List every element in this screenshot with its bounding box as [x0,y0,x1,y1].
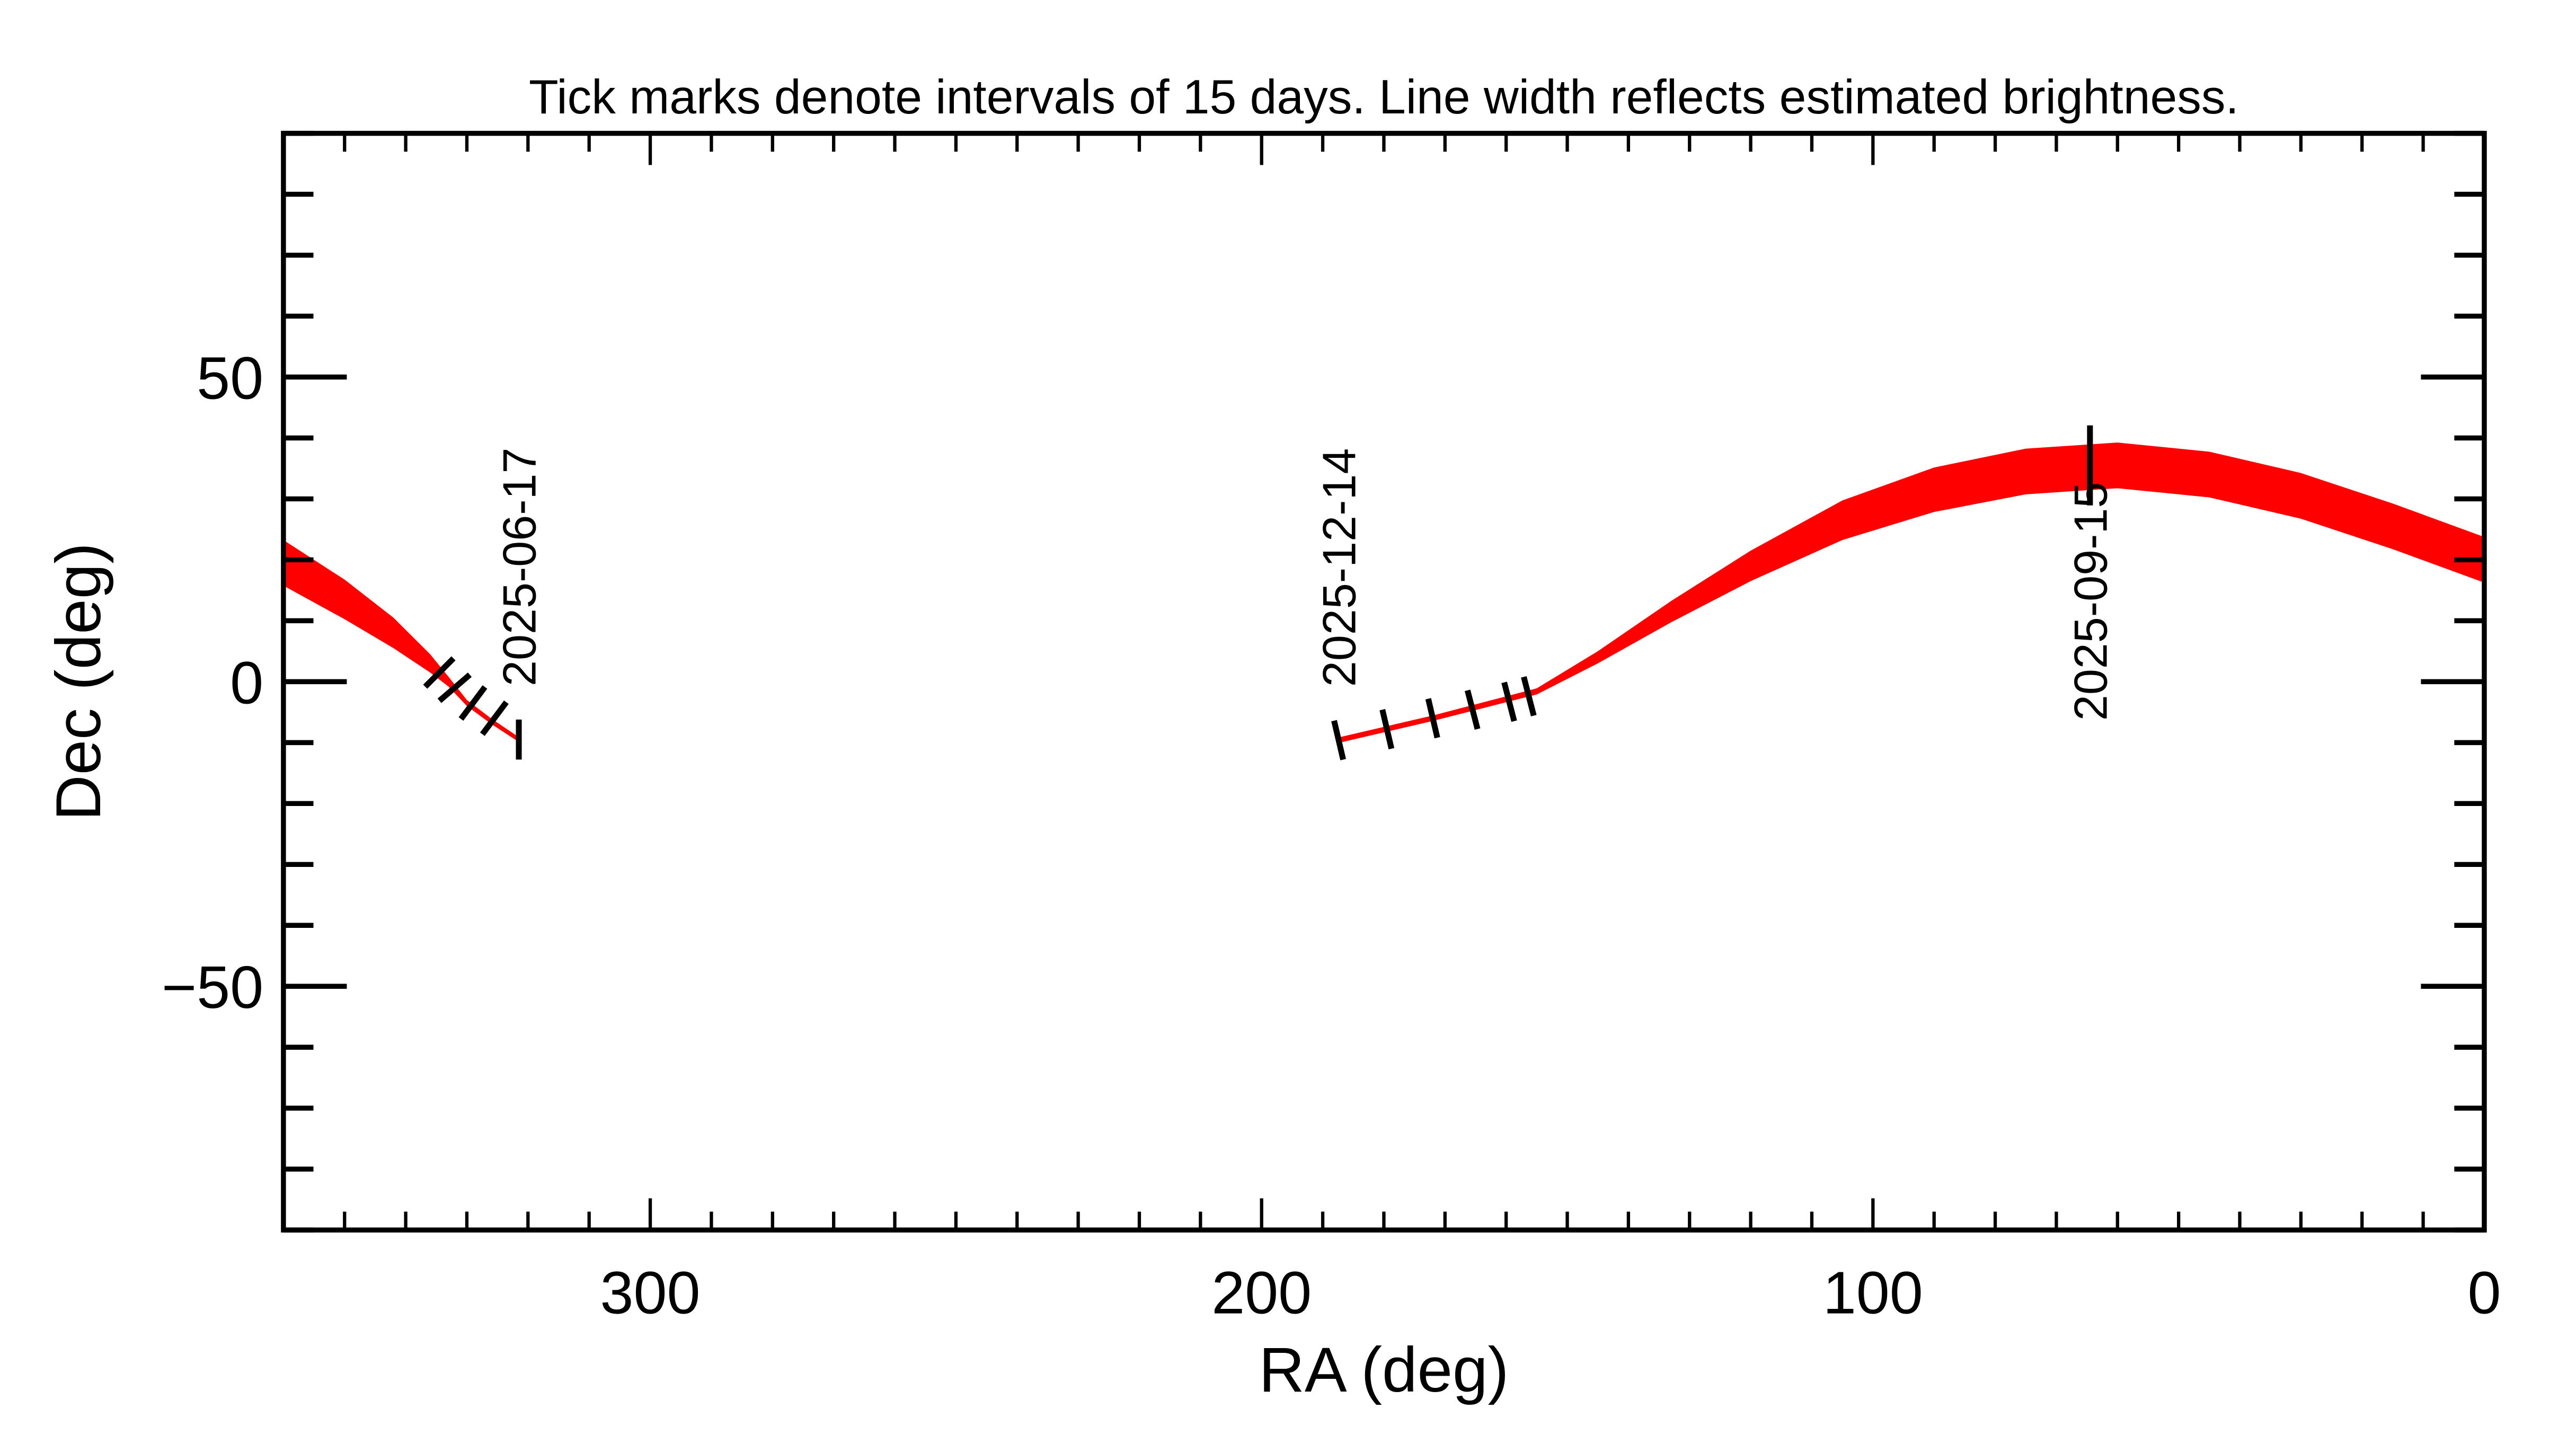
track-segment-1 [283,540,519,742]
time-tick-label: 2025-06-17 [493,447,545,686]
track-segment-2 [1339,442,2484,743]
time-tick-label: 2025-12-14 [1313,448,1365,687]
y-tick-label: 50 [197,344,263,411]
x-tick-label: 100 [1823,1259,1923,1326]
y-tick-label: −50 [162,953,263,1021]
x-axis-label: RA (deg) [1259,1335,1509,1405]
time-tick-mark [1521,676,1537,716]
time-tick-mark [423,656,456,689]
plot-frame [281,130,2487,1233]
track-layer [283,442,2484,743]
time-tick-label: 2025-09-15 [2064,482,2117,721]
y-tick-label: 0 [230,649,263,716]
time-tick-mark [1501,681,1517,722]
time-tick-mark [480,700,509,736]
time-tick-mark [437,672,472,703]
time-tick-mark [1331,720,1346,760]
axes: 300 200 100 0 50 0 −50 [162,130,2501,1326]
time-tick-mark [458,685,488,721]
chart-title: Tick marks denote intervals of 15 days. … [529,70,2239,124]
time-tick-mark [1379,709,1395,750]
x-tick-label: 300 [600,1259,701,1326]
time-tick-layer: 2025-06-17 2025-12-14 2025-09-15 [423,425,2117,760]
time-tick-mark [1464,689,1481,730]
x-tick-label: 0 [2467,1259,2501,1326]
y-axis-label: Dec (deg) [43,543,114,821]
x-tick-label: 200 [1211,1259,1312,1326]
time-tick-mark [1425,698,1440,739]
